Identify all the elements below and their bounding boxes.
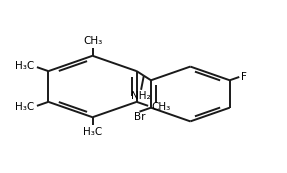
Text: H₃C: H₃C — [15, 102, 34, 112]
Text: NH₂: NH₂ — [131, 91, 151, 101]
Text: CH₃: CH₃ — [151, 102, 170, 112]
Text: F: F — [241, 72, 247, 82]
Text: Br: Br — [134, 112, 145, 122]
Text: CH₃: CH₃ — [83, 36, 102, 46]
Text: H₃C: H₃C — [83, 127, 102, 137]
Text: H₃C: H₃C — [15, 61, 34, 71]
